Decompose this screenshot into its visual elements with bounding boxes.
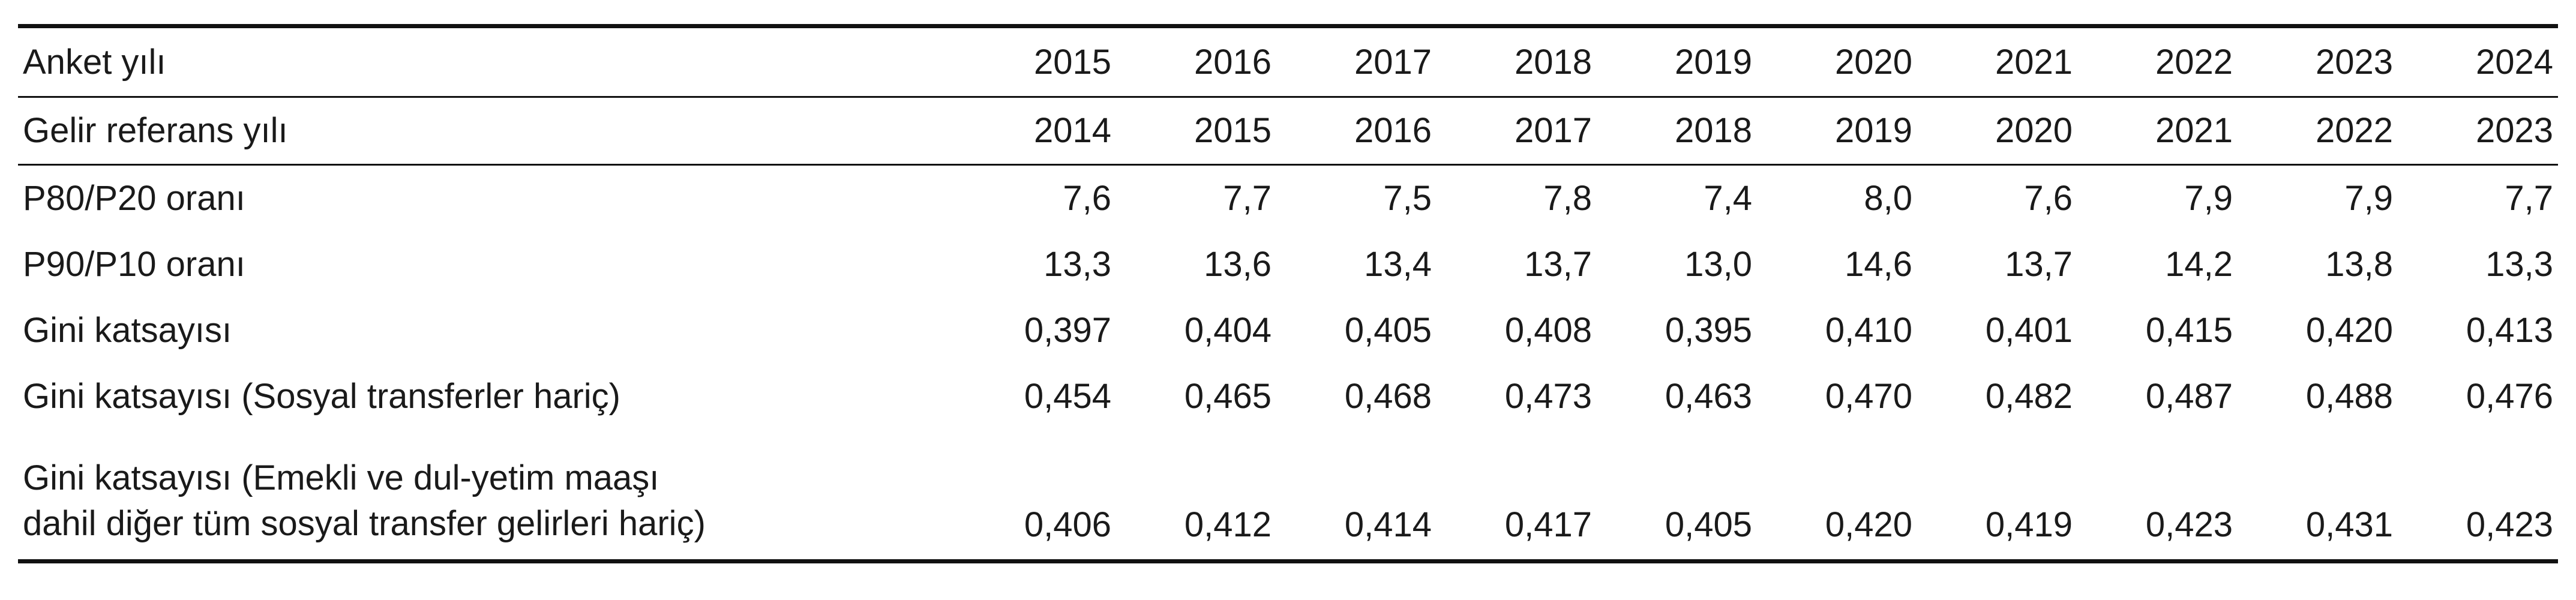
income-reference-year-row: Gelir referans yılı 2014 2015 2016 2017 … bbox=[18, 97, 2558, 166]
year-cell: 2018 bbox=[1437, 24, 1597, 98]
gini-excl-social-transfers-row: Gini katsayısı (Sosyal transferler hariç… bbox=[18, 364, 2558, 430]
year-cell: 2022 bbox=[2238, 97, 2398, 166]
income-inequality-table: Anket yılı 2015 2016 2017 2018 2019 2020… bbox=[18, 24, 2558, 563]
value-cell: 0,395 bbox=[1665, 311, 1752, 350]
year-cell: 2021 bbox=[1917, 24, 2077, 98]
value-cell: 0,463 bbox=[1665, 377, 1752, 416]
value-cell: 0,487 bbox=[2145, 377, 2233, 416]
value-cell: 0,423 bbox=[2398, 430, 2558, 563]
value-cell: 14,6 bbox=[1845, 245, 1912, 284]
gini-row: Gini katsayısı 0,397 0,404 0,405 0,408 0… bbox=[18, 298, 2558, 364]
value-cell: 0,465 bbox=[1184, 377, 1271, 416]
value-cell: 0,405 bbox=[1597, 430, 1757, 563]
value-cell: 0,412 bbox=[1116, 430, 1276, 563]
row-label-line-1: Gini katsayısı (Emekli ve dul-yetim maaş… bbox=[23, 458, 659, 498]
year-cell: 2015 bbox=[956, 24, 1116, 98]
year-cell: 2015 bbox=[1116, 97, 1276, 166]
p90-p10-row: P90/P10 oranı 13,3 13,6 13,4 13,7 13,0 1… bbox=[18, 232, 2558, 298]
value-cell: 7,4 bbox=[1704, 179, 1752, 218]
value-cell: 0,454 bbox=[1024, 377, 1111, 416]
year-cell: 2021 bbox=[2077, 97, 2238, 166]
value-cell: 0,431 bbox=[2238, 430, 2398, 563]
value-cell: 7,9 bbox=[2184, 179, 2233, 218]
value-cell: 0,468 bbox=[1344, 377, 1432, 416]
value-cell: 13,8 bbox=[2325, 245, 2393, 284]
value-cell: 0,408 bbox=[1504, 311, 1592, 350]
row-label-line-2: dahil diğer tüm sosyal transfer gelirler… bbox=[23, 503, 706, 543]
value-cell: 14,2 bbox=[2165, 245, 2233, 284]
year-cell: 2014 bbox=[956, 97, 1116, 166]
income-inequality-table-container: Anket yılı 2015 2016 2017 2018 2019 2020… bbox=[18, 24, 2558, 563]
value-cell: 8,0 bbox=[1864, 179, 1912, 218]
value-cell: 0,470 bbox=[1825, 377, 1912, 416]
value-cell: 13,0 bbox=[1684, 245, 1752, 284]
year-cell: 2017 bbox=[1437, 97, 1597, 166]
year-cell: 2016 bbox=[1276, 97, 1437, 166]
year-cell: 2020 bbox=[1917, 97, 2077, 166]
value-cell: 13,4 bbox=[1364, 245, 1432, 284]
year-cell: 2023 bbox=[2238, 24, 2398, 98]
value-cell: 0,410 bbox=[1825, 311, 1912, 350]
value-cell: 13,3 bbox=[1043, 245, 1111, 284]
row-label: Anket yılı bbox=[18, 24, 956, 98]
row-label: Gelir referans yılı bbox=[18, 97, 956, 166]
p80-p20-row: P80/P20 oranı 7,6 7,7 7,5 7,8 7,4 8,0 7,… bbox=[18, 165, 2558, 232]
value-cell: 0,420 bbox=[2305, 311, 2393, 350]
year-cell: 2016 bbox=[1116, 24, 1276, 98]
value-cell: 0,420 bbox=[1757, 430, 1917, 563]
survey-year-row: Anket yılı 2015 2016 2017 2018 2019 2020… bbox=[18, 24, 2558, 98]
value-cell: 7,5 bbox=[1383, 179, 1432, 218]
value-cell: 0,488 bbox=[2305, 377, 2393, 416]
value-cell: 0,397 bbox=[1024, 311, 1111, 350]
value-cell: 0,414 bbox=[1276, 430, 1437, 563]
value-cell: 0,413 bbox=[2466, 311, 2553, 350]
value-cell: 13,3 bbox=[2485, 245, 2553, 284]
year-cell: 2022 bbox=[2077, 24, 2238, 98]
value-cell: 0,406 bbox=[956, 430, 1116, 563]
value-cell: 7,6 bbox=[1063, 179, 1111, 218]
row-label: Gini katsayısı (Sosyal transferler hariç… bbox=[23, 377, 620, 416]
value-cell: 13,7 bbox=[2005, 245, 2073, 284]
value-cell: 0,415 bbox=[2145, 311, 2233, 350]
value-cell: 0,473 bbox=[1504, 377, 1592, 416]
value-cell: 13,7 bbox=[1524, 245, 1592, 284]
year-cell: 2023 bbox=[2398, 97, 2558, 166]
row-label: P80/P20 oranı bbox=[23, 179, 245, 218]
value-cell: 0,401 bbox=[1985, 311, 2073, 350]
value-cell: 7,6 bbox=[2024, 179, 2073, 218]
value-cell: 0,423 bbox=[2077, 430, 2238, 563]
year-cell: 2019 bbox=[1757, 97, 1917, 166]
value-cell: 7,9 bbox=[2344, 179, 2393, 218]
value-cell: 0,476 bbox=[2466, 377, 2553, 416]
gini-excl-all-transfers-row: Gini katsayısı (Emekli ve dul-yetim maaş… bbox=[18, 430, 2558, 563]
year-cell: 2017 bbox=[1276, 24, 1437, 98]
value-cell: 0,417 bbox=[1437, 430, 1597, 563]
value-cell: 7,7 bbox=[2505, 179, 2553, 218]
value-cell: 0,404 bbox=[1184, 311, 1271, 350]
year-cell: 2019 bbox=[1597, 24, 1757, 98]
row-label: Gini katsayısı bbox=[23, 311, 232, 350]
year-cell: 2020 bbox=[1757, 24, 1917, 98]
value-cell: 13,6 bbox=[1204, 245, 1271, 284]
value-cell: 0,405 bbox=[1344, 311, 1432, 350]
year-cell: 2024 bbox=[2398, 24, 2558, 98]
value-cell: 0,419 bbox=[1917, 430, 2077, 563]
value-cell: 0,482 bbox=[1985, 377, 2073, 416]
year-cell: 2018 bbox=[1597, 97, 1757, 166]
row-label-multiline: Gini katsayısı (Emekli ve dul-yetim maaş… bbox=[18, 430, 956, 563]
value-cell: 7,8 bbox=[1543, 179, 1592, 218]
value-cell: 7,7 bbox=[1223, 179, 1271, 218]
row-label: P90/P10 oranı bbox=[23, 245, 245, 284]
